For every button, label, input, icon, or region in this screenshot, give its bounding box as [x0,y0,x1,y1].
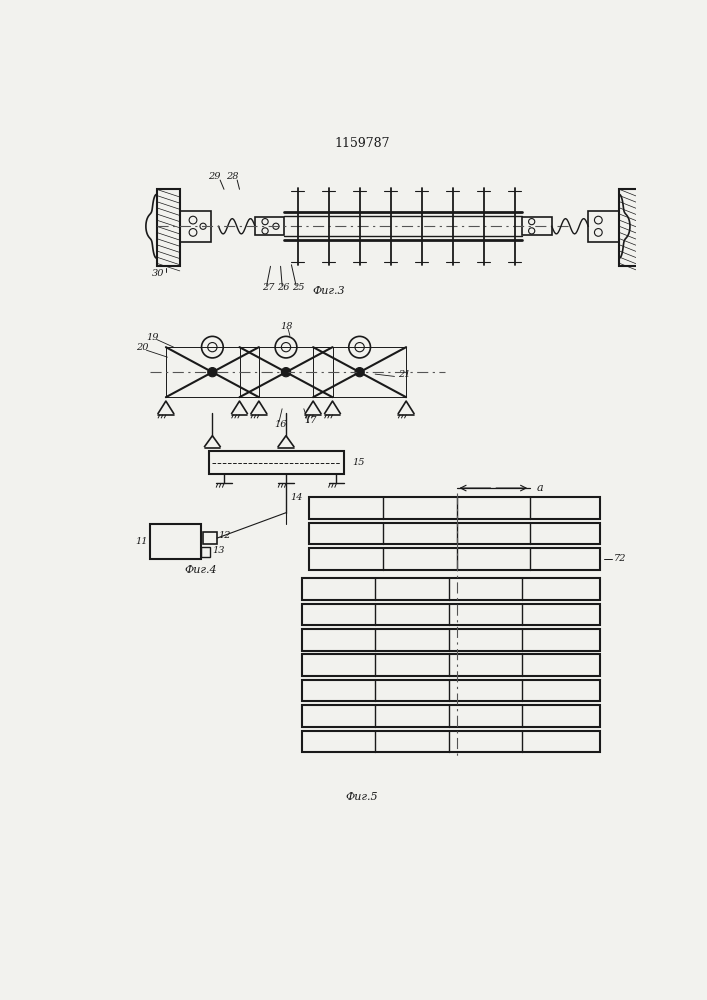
Text: Фиг.5: Фиг.5 [346,792,378,802]
Text: 16: 16 [274,420,287,429]
Text: 19: 19 [146,333,159,342]
Text: 12: 12 [218,531,231,540]
Text: 28: 28 [226,172,239,181]
Bar [619,189,638,266]
Text: 72: 72 [614,554,626,563]
Bar [313,347,406,397]
Bar [309,548,600,570]
Bar [522,217,552,235]
Bar [240,347,332,397]
Bar [301,680,600,701]
Bar [151,524,201,559]
Bar [156,189,180,266]
Text: 15: 15 [352,458,364,467]
Bar [209,451,344,474]
Text: 21: 21 [398,370,411,379]
Bar [203,532,217,544]
Bar [301,705,600,727]
Bar [301,654,600,676]
Circle shape [281,368,291,377]
Text: 14: 14 [290,493,303,502]
Text: 18: 18 [281,322,293,331]
Text: 17: 17 [304,416,316,425]
Bar [201,547,210,557]
Text: 11: 11 [135,537,147,546]
Bar [301,578,600,600]
Text: 1159787: 1159787 [334,137,390,150]
Text: Фиг.3: Фиг.3 [312,286,345,296]
Text: 20: 20 [136,343,149,352]
Text: 26: 26 [277,283,290,292]
Text: Фиг.4: Фиг.4 [185,565,217,575]
Text: 27: 27 [262,283,274,292]
Bar [309,523,600,544]
Text: a: a [537,483,543,493]
Circle shape [355,368,364,377]
Text: 25: 25 [292,283,305,292]
Text: 30: 30 [152,269,165,278]
Circle shape [208,368,217,377]
Bar [588,211,619,242]
Bar [309,497,600,519]
Bar [301,731,600,752]
Bar [166,347,259,397]
Text: 29: 29 [209,172,221,181]
Bar [180,211,211,242]
Bar [301,629,600,651]
Text: 13: 13 [212,546,225,555]
Bar [301,604,600,625]
Bar [255,217,284,235]
